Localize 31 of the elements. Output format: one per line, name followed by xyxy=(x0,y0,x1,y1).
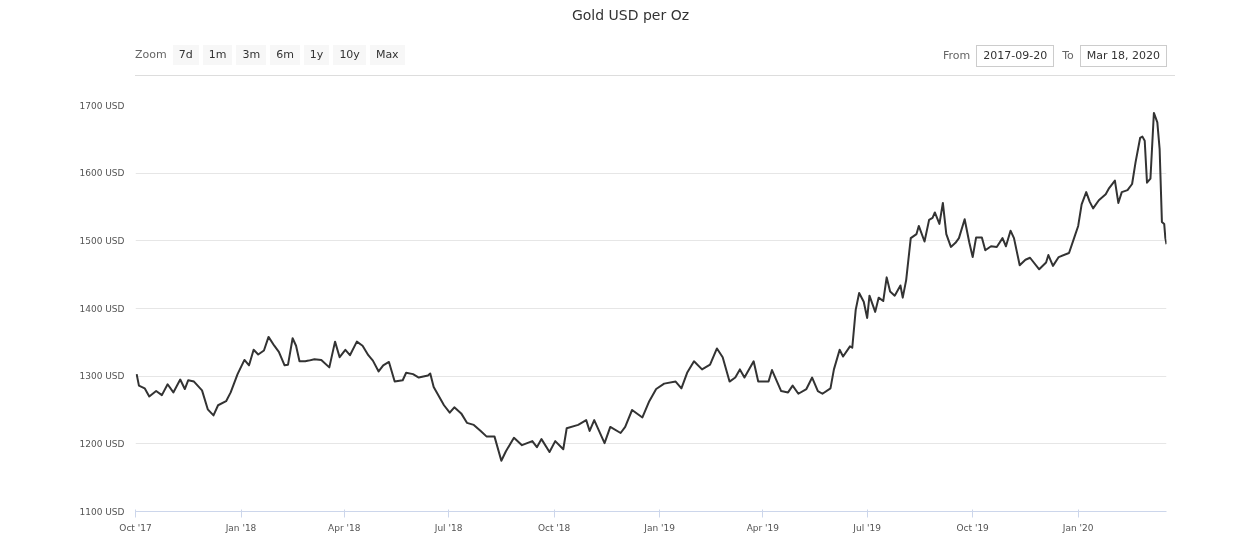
x-tick-label: Oct '18 xyxy=(537,522,571,533)
y-tick-label: 1100 USD xyxy=(79,506,125,517)
x-tick-label: Apr '18 xyxy=(328,522,361,533)
text: From xyxy=(942,48,971,64)
x-tick-label: Jan '20 xyxy=(1061,522,1094,533)
x-tick-label: Oct '19 xyxy=(956,522,990,533)
x-tick-label: Jan '19 xyxy=(643,522,676,533)
text: 2017-09-20 xyxy=(976,45,1055,67)
x-tick-label: Apr '19 xyxy=(746,522,780,533)
text: 6m xyxy=(270,45,300,65)
y-tick-label: 1700 USD xyxy=(79,100,125,111)
text: Mar 18, 2020 xyxy=(1079,45,1167,67)
text: Max xyxy=(369,45,405,65)
x-tick-label: Jul '18 xyxy=(433,522,463,533)
x-tick-label: Jul '19 xyxy=(852,522,882,533)
x-tick-label: Oct '17 xyxy=(119,522,152,533)
x-tick-label: Jan '18 xyxy=(224,522,257,533)
text: 1m xyxy=(202,45,233,65)
text: Zoom xyxy=(135,47,167,63)
chart-title: Gold USD per Oz xyxy=(570,6,691,25)
line-series xyxy=(135,111,1167,462)
y-tick-label: 1300 USD xyxy=(79,371,125,382)
y-tick-label: 1400 USD xyxy=(79,303,125,314)
text: 7d xyxy=(172,45,199,65)
y-tick-label: 1500 USD xyxy=(79,235,125,246)
text: 10y xyxy=(333,45,366,65)
y-tick-label: 1200 USD xyxy=(79,438,125,449)
text: To xyxy=(1062,48,1074,64)
text: 3m xyxy=(236,45,267,65)
y-tick-label: 1600 USD xyxy=(79,168,125,179)
text: 1y xyxy=(303,45,330,65)
